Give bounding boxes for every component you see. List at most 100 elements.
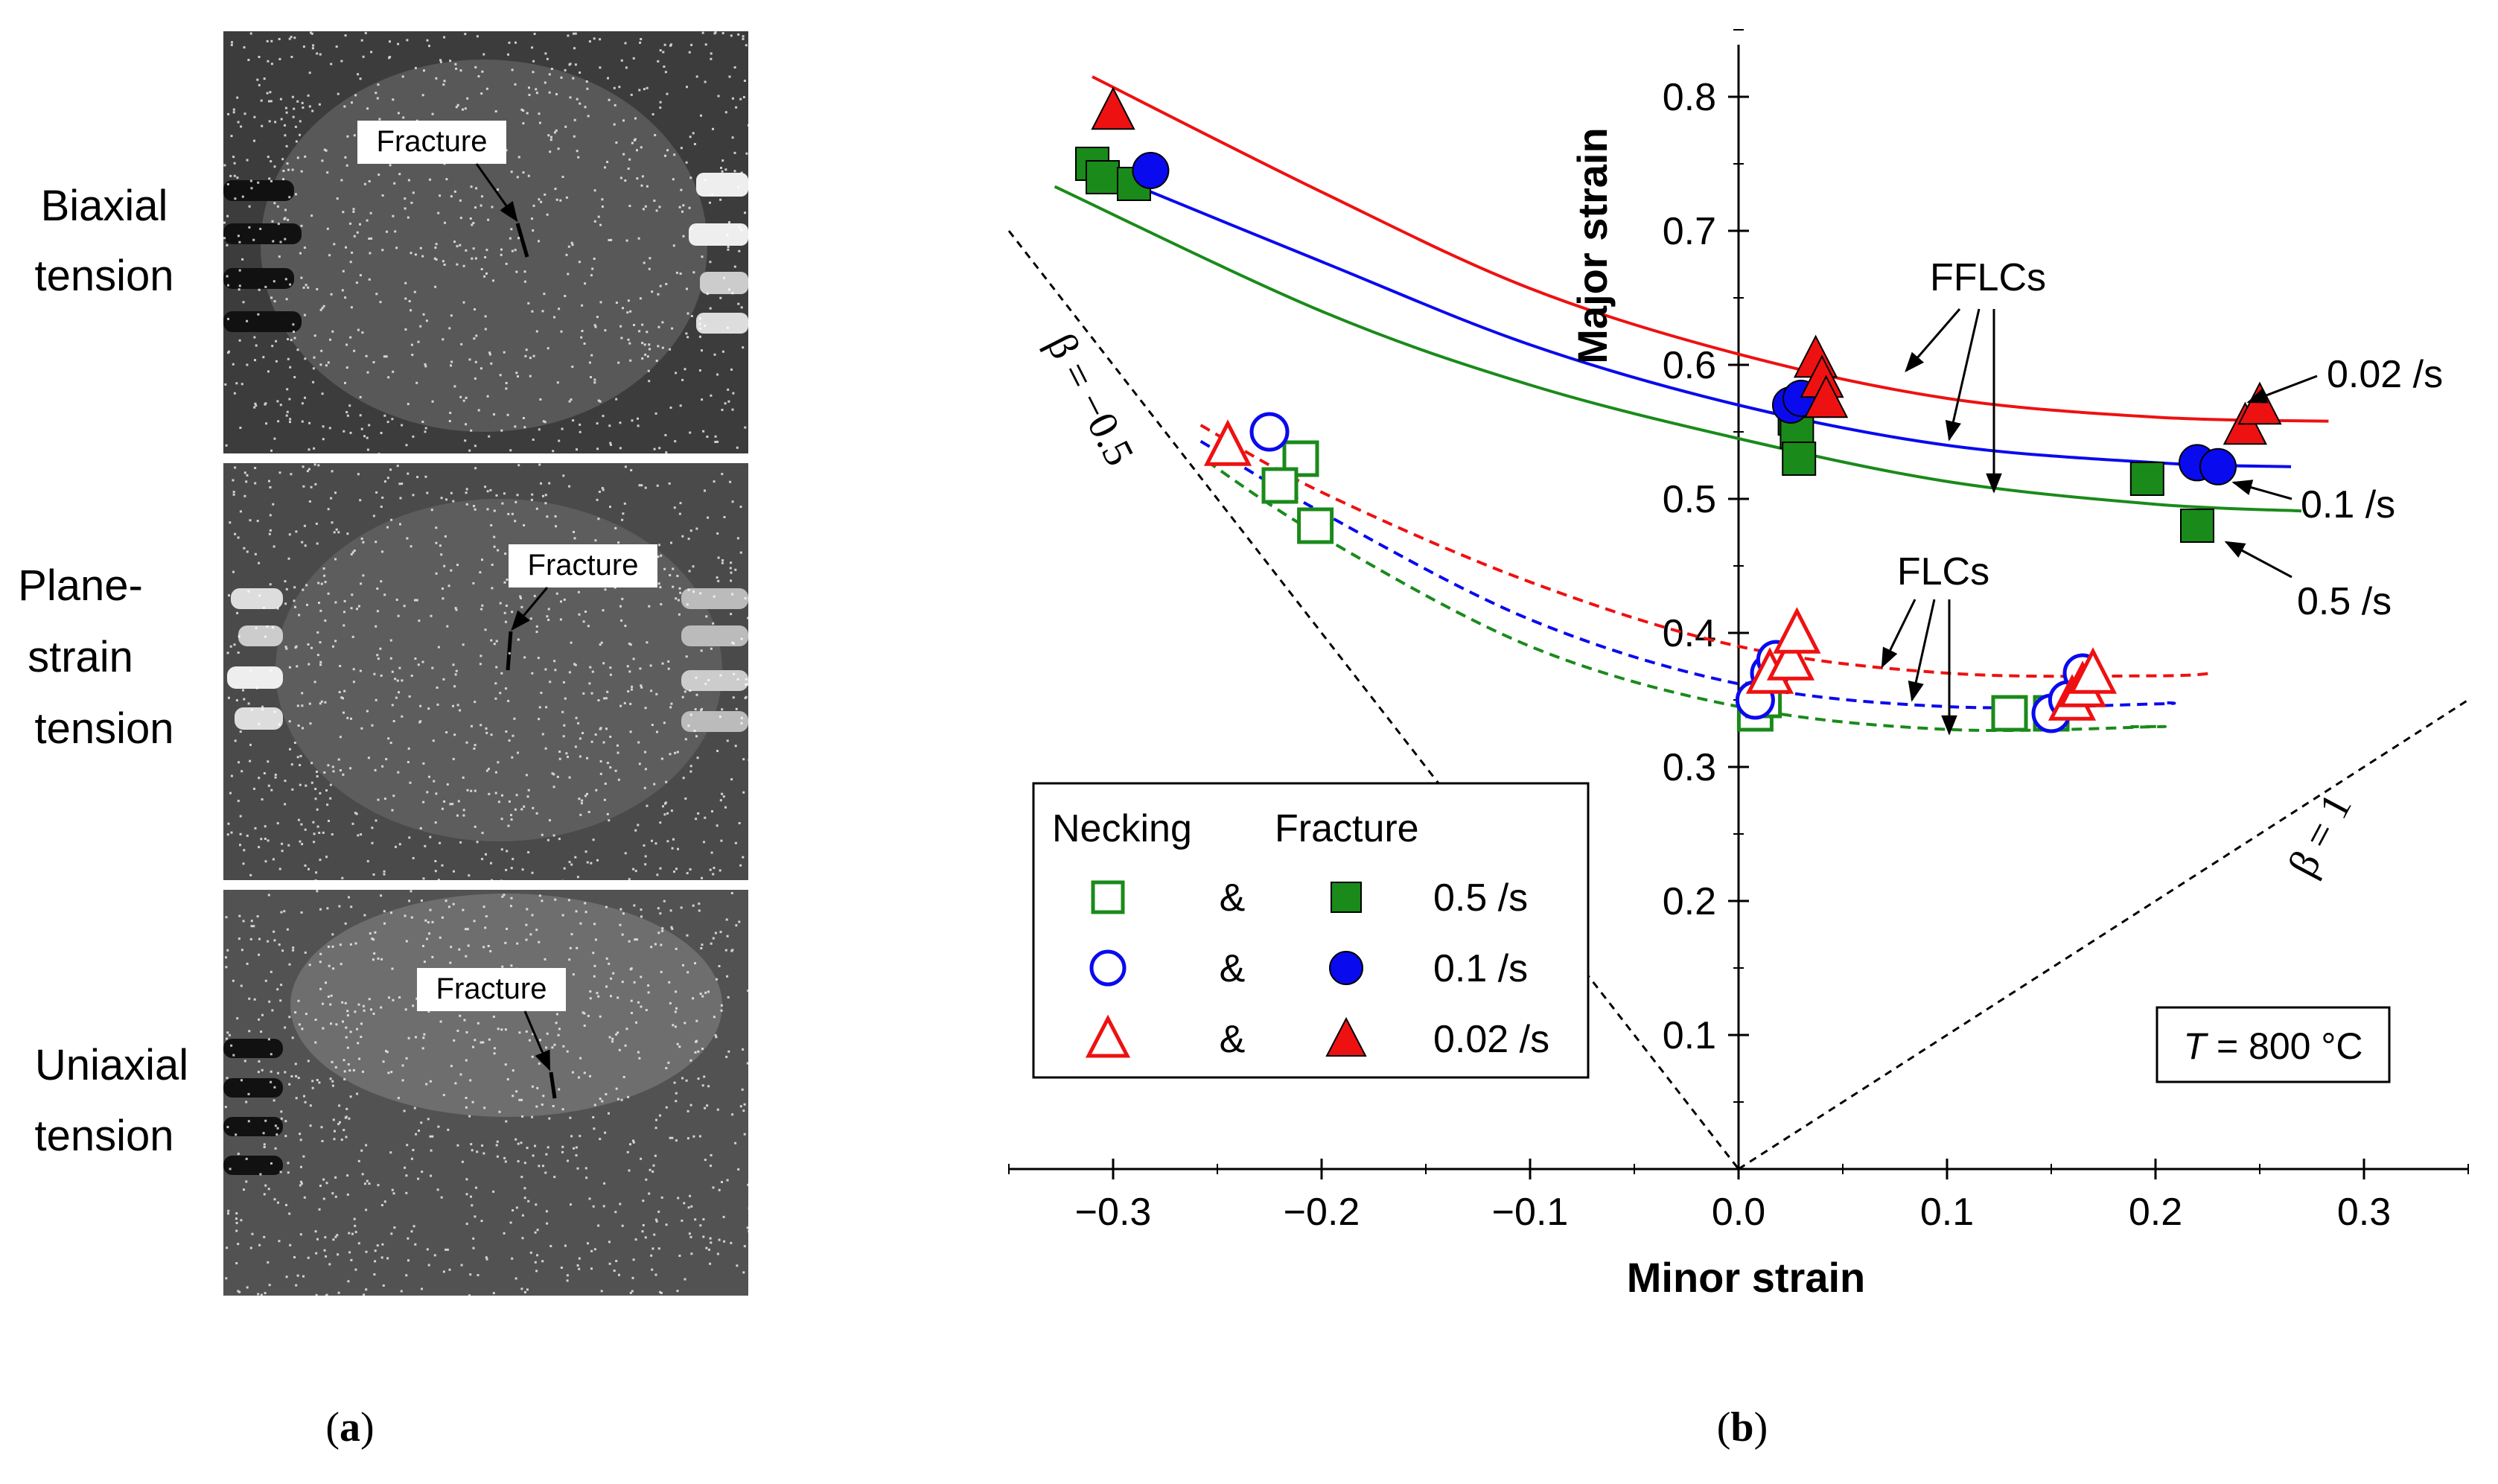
y-tick-label: 0.7 xyxy=(1663,210,1716,253)
reference-line xyxy=(1007,230,1740,1170)
legend-amp: & xyxy=(1220,1018,1246,1061)
legend-fracture-header: Fracture xyxy=(1275,807,1419,850)
flcs-arrow-2 xyxy=(1908,599,1936,702)
data-point-filled-square xyxy=(2129,462,2164,496)
legend-amp: & xyxy=(1220,947,1246,990)
row-label-uniaxial-2: tension xyxy=(34,1112,173,1160)
photo-plane-strain xyxy=(223,463,748,880)
fflcs-label: FFLCs xyxy=(1930,256,2046,299)
data-point-open-square xyxy=(1991,695,2028,732)
flcs-label: FLCs xyxy=(1897,550,1989,593)
fracture-label-3: Fracture xyxy=(436,972,547,1005)
temperature-label: T = 800 °C xyxy=(2184,1025,2363,1067)
data-point-filled-triangle xyxy=(1803,375,1849,418)
temperature-box: T = 800 °C xyxy=(2156,1006,2391,1083)
x-tick-label: 0.0 xyxy=(1712,1191,1765,1234)
fracture-label-2: Fracture xyxy=(528,549,639,582)
data-point-open-circle xyxy=(1249,412,1290,452)
panel-b: −0.3 −0.2 −0.1 0.0 0.1 0.2 0.30.10.20.30.40.50… xyxy=(1007,29,2469,1450)
data-point-open-triangle xyxy=(1773,607,1821,654)
rate-label-05: 0.5 /s xyxy=(2297,580,2392,623)
y-tick-label: 0.6 xyxy=(1663,344,1716,387)
x-tick-label: −0.3 xyxy=(1075,1191,1152,1234)
temperature-value: = 800 °C xyxy=(2206,1025,2362,1067)
flc-curve xyxy=(1199,439,2176,710)
fflc-curve xyxy=(1092,75,2329,423)
legend-filled-triangle-marker xyxy=(1325,1016,1367,1057)
data-point-filled-circle xyxy=(2199,448,2237,485)
photo-biaxial xyxy=(223,31,748,453)
caption-b: (b) xyxy=(1717,1404,1768,1450)
row-label-plane-3: tension xyxy=(34,704,173,753)
caption-a: (a) xyxy=(325,1404,374,1450)
legend-open-square-marker xyxy=(1091,880,1125,914)
reference-line xyxy=(1738,698,2469,1171)
y-tick-label: 0.2 xyxy=(1663,880,1716,923)
legend-open-triangle-marker xyxy=(1085,1014,1131,1058)
fracture-annotation-1: Fracture xyxy=(357,121,518,223)
legend: Necking Fracture & 0.5 /s & 0.1 /s & 0.02 /s xyxy=(1032,782,1590,1079)
temperature-symbol: T xyxy=(2184,1025,2209,1067)
fracture-label-1: Fracture xyxy=(377,125,488,158)
data-point-open-square xyxy=(1297,507,1334,544)
flc-curve xyxy=(1199,424,2214,678)
data-point-filled-square xyxy=(1086,160,1120,194)
legend-rate-label: 0.02 /s xyxy=(1433,1018,1549,1061)
x-tick-label: 0.2 xyxy=(2129,1191,2182,1234)
row-label-plane-1: Plane- xyxy=(18,561,143,610)
y-tick-label: 0.1 xyxy=(1663,1014,1716,1057)
data-points xyxy=(1075,86,2282,733)
legend-filled-circle-marker xyxy=(1329,951,1363,985)
row-label-biaxial-2: tension xyxy=(34,252,173,300)
caption-a-letter: a xyxy=(340,1404,360,1450)
fflcs-arrow-2 xyxy=(1945,308,1981,442)
data-point-filled-triangle xyxy=(2237,381,2282,425)
x-tick-label: −0.2 xyxy=(1284,1191,1360,1234)
row-label-uniaxial-1: Uniaxial xyxy=(35,1041,188,1089)
caption-b-letter: b xyxy=(1730,1404,1753,1450)
y-tick-label: 0.8 xyxy=(1663,76,1716,119)
legend-rows: & 0.5 /s & 0.1 /s & 0.02 /s xyxy=(1085,876,1549,1061)
fracture-annotation-3: Fracture xyxy=(417,968,566,1071)
row-label-plane-2: strain xyxy=(28,633,133,681)
rate-label-002: 0.02 /s xyxy=(2327,353,2443,396)
data-point-filled-square xyxy=(2180,509,2214,543)
rate-arrow-01 xyxy=(2231,480,2293,500)
rate-label-01: 0.1 /s xyxy=(2301,483,2395,526)
y-tick-label: 0.5 xyxy=(1663,478,1716,521)
flcs-arrow-1 xyxy=(1881,599,1916,669)
y-axis-label: Major strain xyxy=(1569,127,1616,363)
x-tick-label: −0.1 xyxy=(1492,1191,1569,1234)
legend-rate-label: 0.5 /s xyxy=(1433,876,1528,920)
legend-open-circle-marker xyxy=(1089,949,1127,987)
row-label-biaxial-1: Biaxial xyxy=(41,182,168,230)
panel-a: Fracture Fracture Fracture Biaxial tensi… xyxy=(18,31,751,1450)
legend-filled-square-marker xyxy=(1331,882,1362,913)
data-point-open-triangle xyxy=(1766,634,1815,681)
rate-arrow-002 xyxy=(2246,375,2318,404)
beta-pos-label: β = 1 xyxy=(2279,786,2360,885)
fracture-annotation-2: Fracture xyxy=(509,544,657,631)
fflc-curve xyxy=(1092,166,2292,468)
data-point-open-triangle xyxy=(2068,647,2118,694)
legend-amp: & xyxy=(1220,876,1246,920)
fflc-curve xyxy=(1054,185,2302,513)
legend-necking-header: Necking xyxy=(1052,807,1192,850)
data-point-filled-triangle xyxy=(1091,86,1135,130)
data-point-filled-square xyxy=(1782,442,1817,476)
y-tick-label: 0.3 xyxy=(1663,746,1716,789)
fflcs-arrow-1 xyxy=(1905,308,1961,373)
rate-arrow-05 xyxy=(2224,541,2293,579)
axes: −0.3 −0.2 −0.1 0.0 0.1 0.2 0.30.10.20.30.40.50… xyxy=(1008,29,2469,1234)
x-tick-label: 0.1 xyxy=(1920,1191,1974,1234)
data-point-open-square xyxy=(1261,467,1299,504)
data-point-open-triangle xyxy=(1203,419,1252,466)
x-axis-label: Minor strain xyxy=(1627,1254,1865,1301)
data-point-filled-circle xyxy=(1132,152,1170,189)
reference-lines xyxy=(1007,230,2469,1171)
legend-rate-label: 0.1 /s xyxy=(1433,947,1528,990)
x-tick-label: 0.3 xyxy=(2337,1191,2391,1234)
beta-neg-label: β = −0.5 xyxy=(1037,326,1142,473)
